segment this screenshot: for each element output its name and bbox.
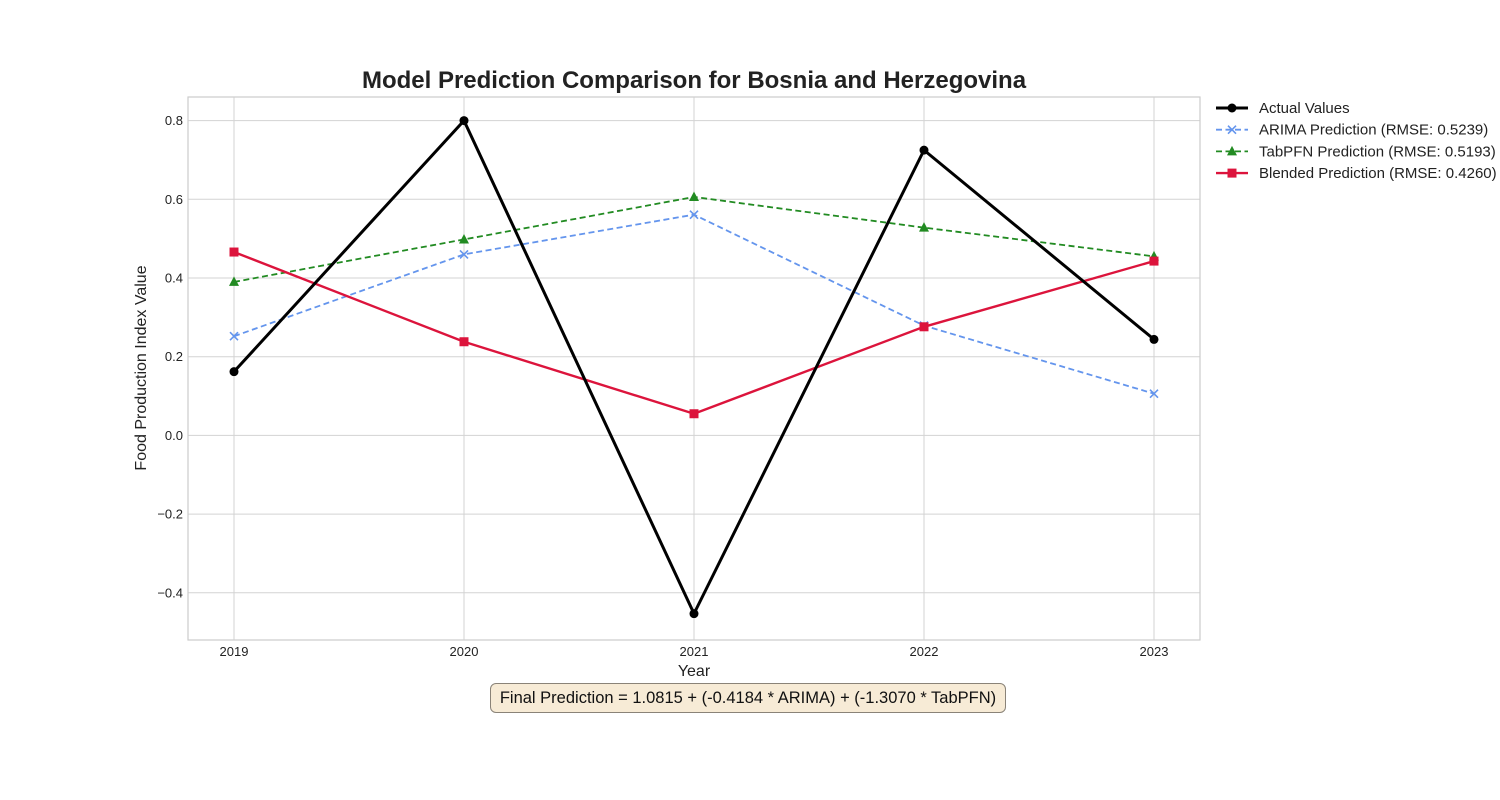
- data-point: [459, 249, 469, 259]
- y-tick-label: −0.4: [157, 585, 183, 600]
- y-tick-labels: −0.4 −0.2 0.0 0.2 0.4 0.6 0.8: [157, 113, 183, 600]
- legend-label: Blended Prediction (RMSE: 0.4260): [1259, 165, 1497, 182]
- x-tick-label: 2019: [220, 644, 249, 659]
- legend-entry: ARIMA Prediction (RMSE: 0.5239): [1216, 122, 1488, 139]
- data-point: [459, 337, 469, 347]
- data-point: [1227, 125, 1237, 135]
- y-axis-label: Food Production Index Value: [133, 265, 150, 470]
- chart-title: Model Prediction Comparison for Bosnia a…: [362, 67, 1027, 94]
- grid: [188, 97, 1200, 640]
- data-point: [919, 222, 929, 232]
- data-point: [1227, 145, 1237, 156]
- data-point: [229, 247, 239, 257]
- series-actual: [229, 116, 1159, 619]
- data-point: [689, 609, 699, 619]
- data-point: [689, 409, 699, 419]
- x-tick-label: 2023: [1140, 644, 1169, 659]
- data-point: [459, 116, 469, 126]
- data-point: [689, 191, 699, 201]
- legend-label: Actual Values: [1259, 100, 1350, 117]
- y-tick-label: 0.6: [165, 192, 183, 207]
- legend-entry: Actual Values: [1216, 100, 1350, 117]
- legend-entry: TabPFN Prediction (RMSE: 0.5193): [1216, 143, 1496, 160]
- legend-label: ARIMA Prediction (RMSE: 0.5239): [1259, 122, 1488, 139]
- data-point: [1227, 103, 1237, 113]
- data-point: [919, 322, 929, 332]
- x-tick-labels: 2019 2020 2021 2022 2023: [220, 644, 1169, 659]
- y-tick-label: −0.2: [157, 507, 183, 522]
- data-point: [229, 276, 239, 286]
- y-tick-label: 0.0: [165, 428, 183, 443]
- data-point: [229, 331, 239, 341]
- x-tick-label: 2021: [680, 644, 709, 659]
- y-tick-label: 0.2: [165, 349, 183, 364]
- x-axis-label: Year: [678, 663, 711, 680]
- data-point: [919, 145, 929, 155]
- x-tick-label: 2022: [910, 644, 939, 659]
- plot-frame: [187, 96, 1201, 641]
- legend-entry: Blended Prediction (RMSE: 0.4260): [1216, 165, 1497, 182]
- data-point: [229, 367, 239, 377]
- y-tick-label: 0.8: [165, 113, 183, 128]
- legend: Actual Values ARIMA Prediction (RMSE: 0.5…: [1216, 100, 1497, 182]
- data-point: [1149, 334, 1159, 344]
- data-point: [689, 210, 699, 220]
- data-point: [1149, 256, 1159, 266]
- x-tick-label: 2020: [450, 644, 479, 659]
- legend-label: TabPFN Prediction (RMSE: 0.5193): [1259, 143, 1496, 160]
- data-point: [459, 233, 469, 244]
- series-blended: [229, 247, 1159, 419]
- formula-annotation: Final Prediction = 1.0815 + (-0.4184 * A…: [490, 683, 1006, 713]
- y-tick-label: 0.4: [165, 271, 183, 286]
- data-point: [1227, 168, 1237, 178]
- data-point: [1149, 389, 1159, 399]
- series-group: [229, 116, 1159, 619]
